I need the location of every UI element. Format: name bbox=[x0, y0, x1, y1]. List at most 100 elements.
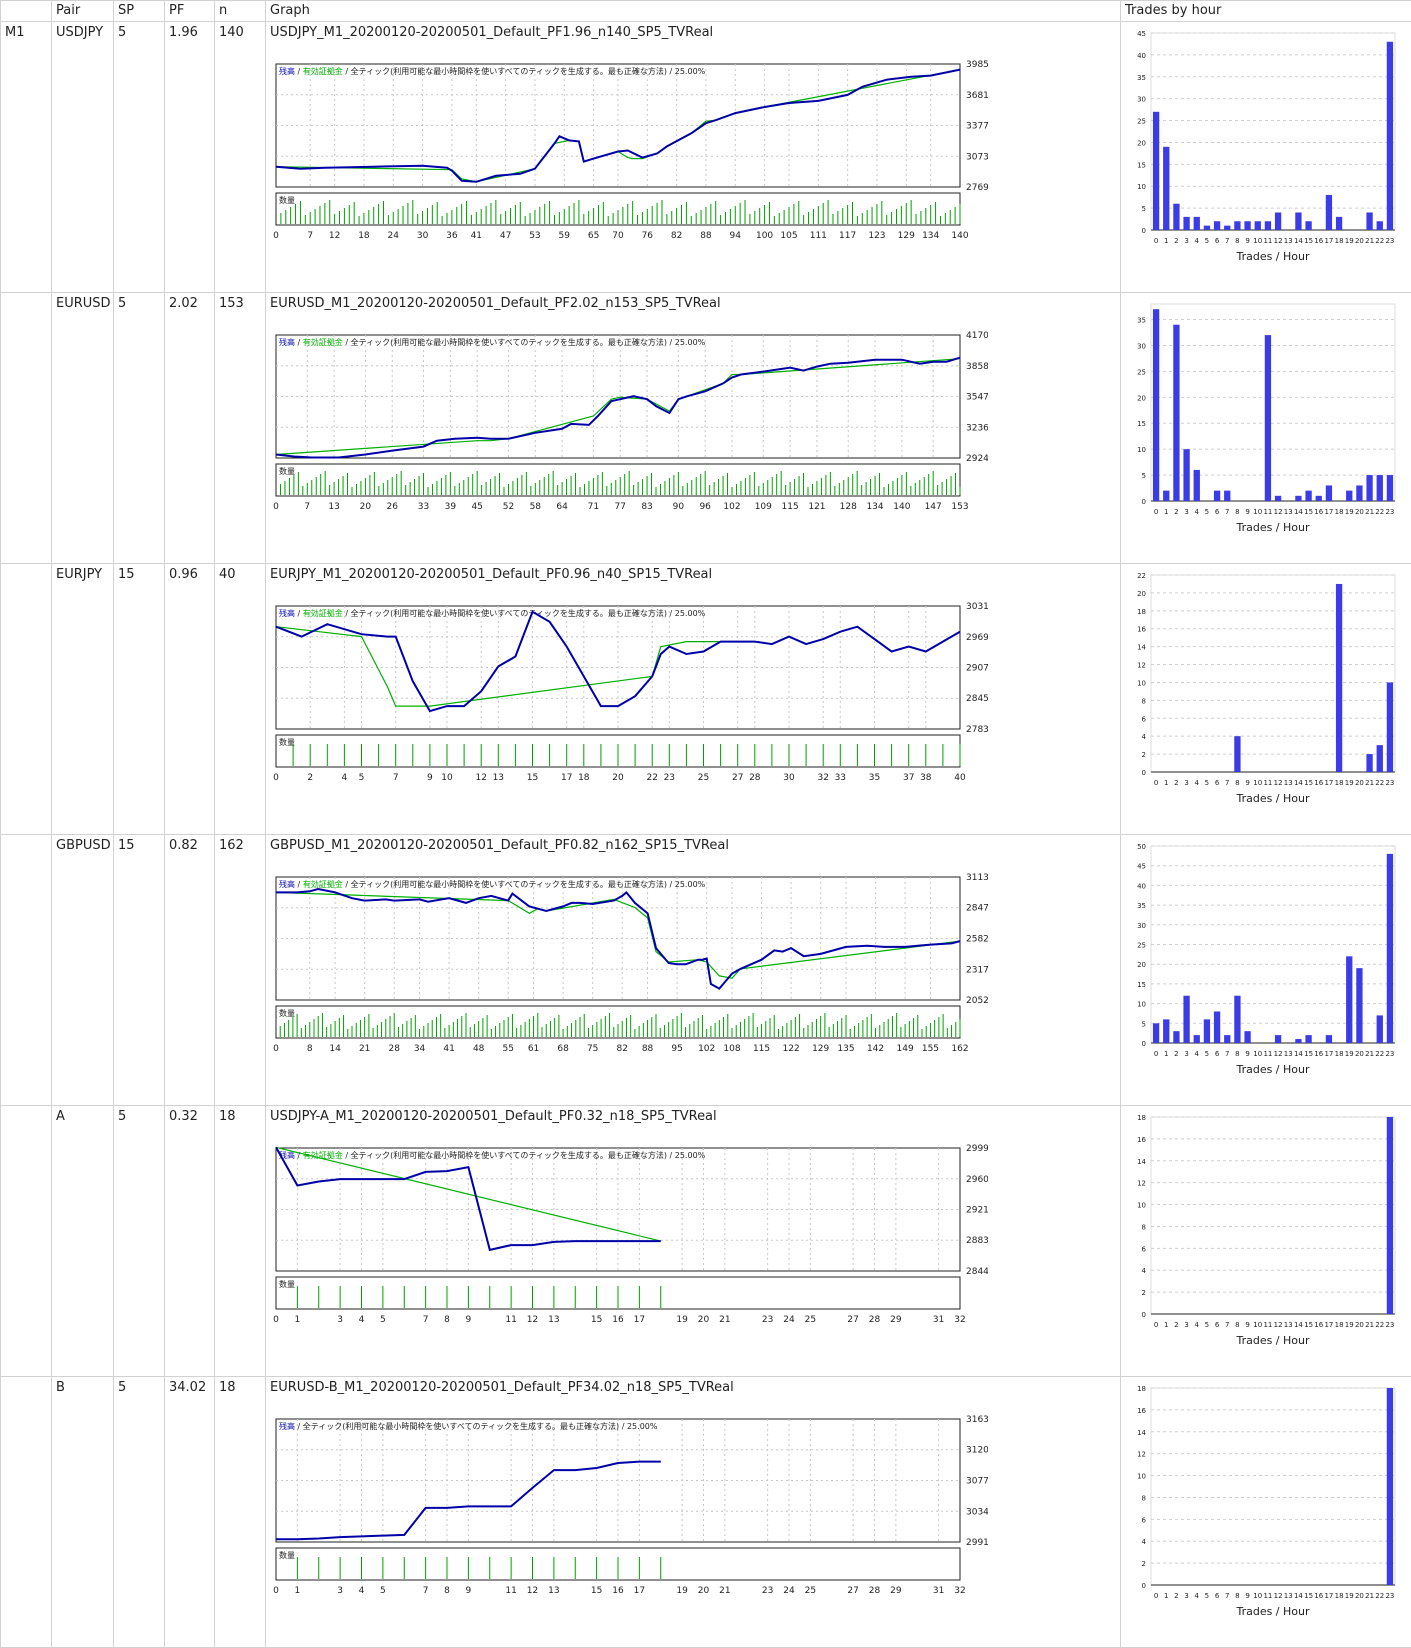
x-tick-label: 102 bbox=[723, 502, 740, 512]
y-tick-label: 16 bbox=[1137, 626, 1146, 634]
x-tick-label: 140 bbox=[893, 502, 910, 512]
hour-bar bbox=[1234, 221, 1240, 230]
y-tick-label: 16 bbox=[1137, 1136, 1146, 1144]
legend-item: 残高 bbox=[279, 66, 295, 76]
x-axis-title: Trades / Hour bbox=[1235, 521, 1310, 534]
x-tick-label: 1 bbox=[295, 1586, 301, 1596]
y-tick-label: 0 bbox=[1142, 769, 1146, 777]
x-tick-label: 30 bbox=[417, 231, 429, 241]
hour-bar bbox=[1265, 335, 1271, 501]
bar-plot-area bbox=[1151, 1388, 1395, 1585]
x-tick-label: 14 bbox=[1294, 1592, 1303, 1600]
x-tick-label: 111 bbox=[810, 231, 827, 241]
x-tick-label: 23 bbox=[1385, 508, 1394, 516]
legend-separator: / bbox=[619, 1422, 627, 1431]
cell-sp: 15 bbox=[114, 564, 165, 835]
x-tick-label: 15 bbox=[1304, 1050, 1313, 1058]
x-tick-label: 15 bbox=[1304, 237, 1313, 245]
x-tick-label: 21 bbox=[1365, 508, 1374, 516]
x-tick-label: 4 bbox=[1195, 237, 1200, 245]
x-tick-label: 17 bbox=[1324, 508, 1333, 516]
y-tick-label: 296979 bbox=[966, 633, 988, 643]
y-tick-label: 5 bbox=[1142, 472, 1146, 480]
volume-label: 数量 bbox=[279, 1008, 295, 1018]
equity-chart: 3985143681123377113073092769080712182430… bbox=[268, 42, 988, 242]
x-tick-label: 45 bbox=[471, 502, 482, 512]
x-tick-label: 15 bbox=[527, 773, 538, 783]
legend-separator: / bbox=[667, 1151, 675, 1160]
x-tick-label: 13 bbox=[548, 1315, 559, 1325]
x-tick-label: 12 bbox=[1274, 508, 1283, 516]
x-tick-label: 8 bbox=[1235, 779, 1239, 787]
y-tick-label: 0 bbox=[1142, 1311, 1146, 1319]
cell-pair: A bbox=[52, 1106, 114, 1377]
graph-title: GBPUSD_M1_20200120-20200501_Default_PF0.… bbox=[270, 838, 729, 853]
x-tick-label: 21 bbox=[719, 1586, 730, 1596]
x-tick-label: 16 bbox=[1314, 508, 1323, 516]
hour-bar bbox=[1214, 491, 1220, 501]
hour-bar bbox=[1305, 1035, 1311, 1043]
y-tick-label: 35 bbox=[1137, 902, 1146, 910]
y-tick-label: 25 bbox=[1137, 368, 1146, 376]
x-tick-label: 2 bbox=[1174, 1592, 1178, 1600]
x-tick-label: 58 bbox=[530, 502, 542, 512]
y-tick-label: 354746 bbox=[966, 393, 988, 403]
cell-tf bbox=[1, 835, 52, 1106]
hour-bar bbox=[1366, 212, 1372, 230]
x-tick-label: 115 bbox=[753, 1044, 770, 1054]
legend-separator: / bbox=[295, 338, 303, 347]
legend-item: 残高 bbox=[279, 1421, 295, 1431]
y-tick-label: 45 bbox=[1137, 863, 1146, 871]
legend-item: 全ティック(利用可能な最小時間枠を使いすべてのティックを生成する。最も正確な方法… bbox=[351, 879, 667, 889]
x-tick-label: 21 bbox=[1365, 779, 1374, 787]
x-tick-label: 10 bbox=[1253, 1050, 1262, 1058]
legend-separator: / bbox=[343, 338, 351, 347]
x-tick-label: 24 bbox=[783, 1586, 795, 1596]
x-tick-label: 8 bbox=[1235, 1321, 1239, 1329]
y-tick-label: 2 bbox=[1142, 751, 1146, 759]
y-tick-label: 20 bbox=[1137, 139, 1146, 147]
x-tick-label: 4 bbox=[359, 1315, 365, 1325]
x-tick-label: 129 bbox=[898, 231, 915, 241]
y-tick-label: 12 bbox=[1137, 662, 1146, 670]
cell-pf: 0.96 bbox=[165, 564, 215, 835]
x-tick-label: 22 bbox=[1375, 1321, 1384, 1329]
y-tick-label: 296044 bbox=[966, 1175, 988, 1185]
y-tick-label: 15 bbox=[1137, 981, 1146, 989]
y-tick-label: 323607 bbox=[966, 423, 988, 433]
x-tick-label: 121 bbox=[808, 502, 825, 512]
equity-chart: 3031742969792907842845902783950245791012… bbox=[268, 584, 988, 784]
bar-plot-area bbox=[1151, 33, 1395, 230]
x-axis-title: Trades / Hour bbox=[1235, 250, 1310, 263]
x-tick-label: 20 bbox=[360, 502, 372, 512]
y-tick-label: 316376 bbox=[966, 1415, 988, 1425]
x-tick-label: 16 bbox=[1314, 1050, 1323, 1058]
x-tick-label: 6 bbox=[1215, 1321, 1220, 1329]
hour-bar bbox=[1173, 325, 1179, 501]
y-tick-label: 20 bbox=[1137, 590, 1146, 598]
y-tick-label: 292177 bbox=[966, 1206, 988, 1216]
x-tick-label: 4 bbox=[1195, 508, 1200, 516]
x-tick-label: 5 bbox=[1205, 1050, 1209, 1058]
bar-plot-area bbox=[1151, 575, 1395, 772]
y-tick-label: 35 bbox=[1137, 74, 1146, 82]
y-tick-label: 12 bbox=[1137, 1451, 1146, 1459]
hour-bar bbox=[1234, 736, 1240, 772]
x-tick-label: 1 bbox=[1164, 1050, 1168, 1058]
y-tick-label: 288311 bbox=[966, 1236, 988, 1246]
legend-item: 残高 bbox=[279, 879, 295, 889]
x-tick-label: 18 bbox=[578, 773, 590, 783]
y-tick-label: 276908 bbox=[966, 183, 988, 193]
x-tick-label: 88 bbox=[700, 231, 712, 241]
legend-item: 有効証拠金 bbox=[303, 608, 343, 618]
x-tick-label: 23 bbox=[1385, 237, 1394, 245]
x-tick-label: 0 bbox=[273, 1044, 279, 1054]
x-tick-label: 0 bbox=[273, 231, 279, 241]
x-tick-label: 0 bbox=[1154, 237, 1158, 245]
y-tick-label: 50 bbox=[1137, 843, 1146, 851]
x-tick-label: 11 bbox=[505, 1315, 516, 1325]
